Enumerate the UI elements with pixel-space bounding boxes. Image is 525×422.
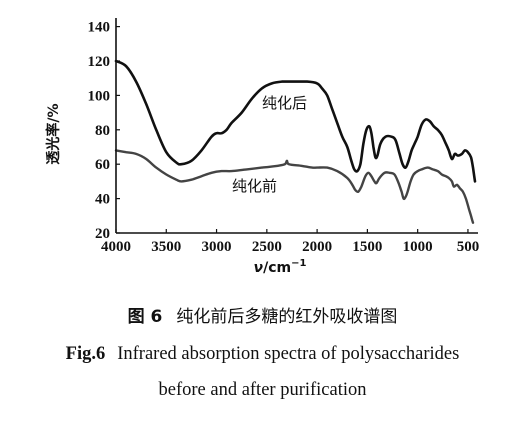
chart-svg: 4000 3500 3000 2500 2000 1500 1000 500 20 40 60 80 1… [45,18,480,276]
y-tick-label: 20 [95,226,110,242]
x-tick-label: 2500 [252,239,282,255]
y-tick-label: 140 [88,20,111,36]
y-tick-label: 60 [95,157,110,173]
caption-chinese: 图 6 纯化前后多糖的红外吸收谱图 [0,302,525,327]
series-line-after-purification [114,59,477,183]
caption-en-label: Fig.6 [65,344,106,364]
ftir-chart: 4000 3500 3000 2500 2000 1500 1000 500 20 40 60 80 1… [45,18,480,276]
caption-en-text-2: before and after purification [158,380,367,400]
series-label-before: 纯化前 [232,177,277,195]
series-line-before-purification [114,149,475,224]
caption-english-line1: Fig.6 Infrared absorption spectra of poly… [0,344,525,365]
x-axis-unit: /cm [263,260,291,276]
x-tick-label: 3500 [151,239,181,255]
y-axis-title: 透光率/% [45,103,62,164]
x-tick-label: 3000 [202,239,232,255]
series-label-after: 纯化后 [262,94,307,112]
caption-english-line2: before and after purification [0,380,525,401]
x-axis-title: ν/cm−1 [254,258,307,276]
y-tick-label: 40 [95,192,110,208]
x-tick-label: 500 [457,239,480,255]
caption-cn-text: 纯化前后多糖的红外吸收谱图 [176,307,398,327]
x-tick-label: 2000 [302,239,332,255]
axes-frame [115,18,478,234]
y-tick-label: 80 [95,123,110,139]
ticks-layer: 4000 3500 3000 2500 2000 1500 1000 500 20 40 60 80 1… [88,20,480,255]
caption-en-text-1: Infrared absorption spectra of polysacch… [117,344,460,364]
x-tick-label: 1000 [403,239,433,255]
x-tick-label: 4000 [101,239,131,255]
caption-cn-label: 图 6 [127,307,163,327]
x-tick-label: 1500 [352,239,382,255]
x-axis-symbol: ν [254,260,264,276]
y-tick-label: 100 [88,88,111,104]
spectra-layer [114,59,477,224]
x-axis-unit-exponent: −1 [291,258,306,269]
y-tick-label: 120 [88,54,111,70]
